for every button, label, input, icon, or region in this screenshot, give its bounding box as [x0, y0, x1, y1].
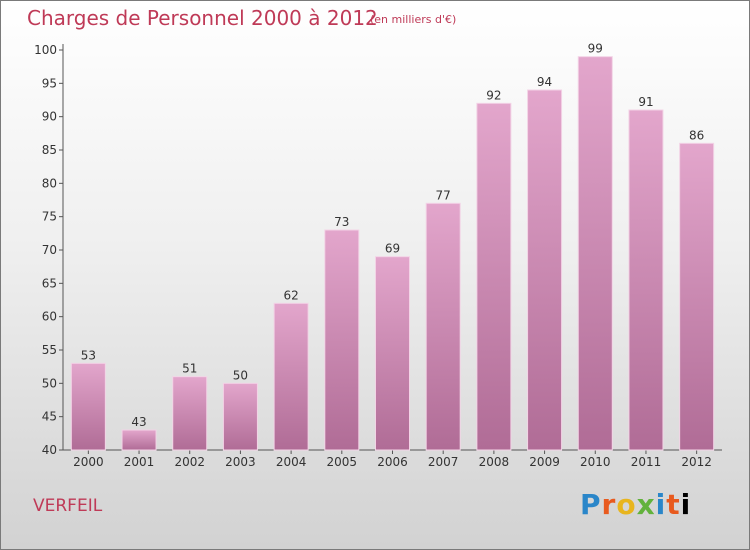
value-label-2006: 69 — [385, 242, 400, 256]
x-tick-label: 2010 — [580, 455, 611, 469]
y-tick-label: 50 — [42, 376, 57, 390]
value-label-2008: 92 — [486, 88, 501, 102]
value-label-2003: 50 — [233, 368, 248, 382]
value-label-2012: 86 — [689, 128, 704, 142]
x-axis: 2000 2001 2002 2003 2004 2005 2006 2007 2008 2009… — [63, 449, 722, 469]
x-tick-label: 2006 — [377, 455, 408, 469]
value-label-2010: 99 — [588, 42, 603, 56]
value-label-2001: 43 — [131, 415, 146, 429]
bar-2011 — [628, 109, 664, 451]
value-label-2002: 51 — [182, 362, 197, 376]
bar-2002 — [172, 376, 208, 451]
data-labels: 53 43 51 50 62 73 69 77 92 94 99 91 86 — [81, 42, 705, 429]
bars — [70, 56, 715, 451]
bar-2001 — [121, 429, 157, 451]
value-label-2009: 94 — [537, 75, 552, 89]
value-label-2007: 77 — [436, 188, 451, 202]
x-tick-label: 2007 — [428, 455, 459, 469]
bar-2003 — [222, 382, 258, 451]
y-tick-label: 45 — [42, 410, 57, 424]
x-tick-label: 2004 — [276, 455, 307, 469]
x-tick-label: 2003 — [225, 455, 256, 469]
chart-subtitle: (en milliers d'€) — [370, 13, 457, 26]
value-label-2011: 91 — [638, 95, 653, 109]
bar-2005 — [324, 229, 360, 451]
y-tick-label: 40 — [42, 443, 57, 457]
y-tick-label: 90 — [42, 110, 57, 124]
bar-2009 — [527, 89, 563, 451]
x-tick-label: 2000 — [73, 455, 104, 469]
y-tick-label: 70 — [42, 243, 57, 257]
bar-2010 — [577, 56, 613, 451]
value-label-2004: 62 — [283, 288, 298, 302]
bar-2012 — [679, 142, 715, 451]
x-tick-label: 2009 — [529, 455, 560, 469]
x-tick-label: 2012 — [681, 455, 712, 469]
bar-2000 — [70, 362, 106, 451]
y-tick-label: 75 — [42, 210, 57, 224]
bar-2004 — [273, 302, 309, 451]
x-tick-label: 2002 — [174, 455, 205, 469]
x-tick-label: 2011 — [631, 455, 662, 469]
proxiti-logo: Proxiti — [580, 488, 692, 521]
y-tick-label: 85 — [42, 143, 57, 157]
bar-2008 — [476, 102, 512, 451]
y-tick-label: 80 — [42, 176, 57, 190]
y-tick-label: 55 — [42, 343, 57, 357]
x-tick-label: 2001 — [124, 455, 155, 469]
chart-title: Charges de Personnel 2000 à 2012 — [27, 6, 378, 30]
x-tick-label: 2008 — [479, 455, 510, 469]
y-tick-label: 65 — [42, 276, 57, 290]
value-label-2000: 53 — [81, 348, 96, 362]
y-tick-label: 100 — [34, 43, 57, 57]
x-tick-label: 2005 — [327, 455, 358, 469]
value-label-2005: 73 — [334, 215, 349, 229]
bar-2006 — [375, 256, 410, 451]
y-axis: 40 45 50 55 60 65 70 75 80 85 90 95 100 — [34, 43, 64, 457]
y-tick-label: 60 — [42, 310, 57, 324]
y-tick-label: 95 — [42, 76, 57, 90]
commune-name: VERFEIL — [33, 496, 103, 516]
bar-2007 — [425, 202, 461, 451]
